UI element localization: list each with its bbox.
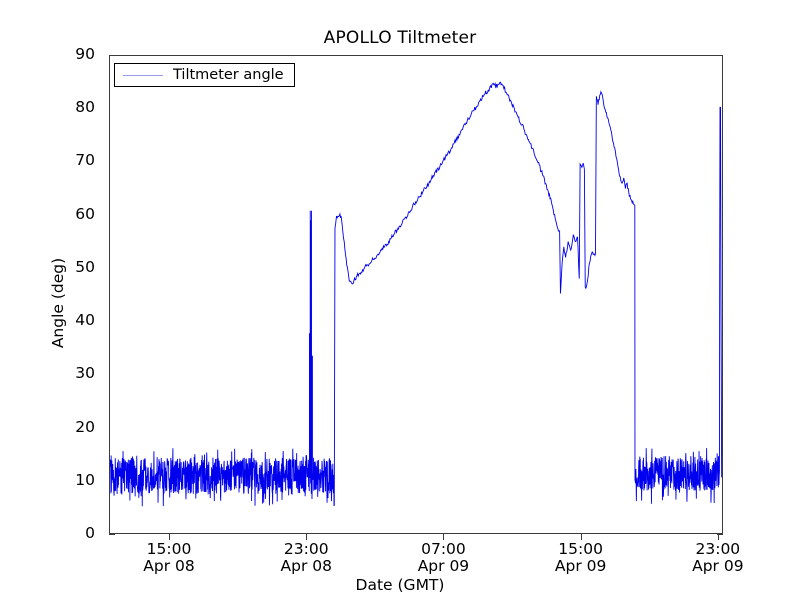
x-axis-tick-date: Apr 08 xyxy=(280,557,332,575)
x-axis-tick-label: 15:00 Apr 08 xyxy=(99,541,239,575)
y-axis-tick-label: 0 xyxy=(85,524,95,542)
y-axis-tick-label: 30 xyxy=(75,364,95,383)
x-axis-tick-label: 15:00 Apr 09 xyxy=(511,541,651,575)
x-axis-tick-date: Apr 09 xyxy=(417,557,470,575)
x-axis-tick-label: 23:00 Apr 08 xyxy=(236,541,376,575)
x-axis-tick-mark xyxy=(443,534,445,540)
x-axis-tick-date: Apr 08 xyxy=(143,557,195,575)
x-axis-tick-time: 15:00 xyxy=(558,540,603,558)
x-axis-tick-time: 07:00 xyxy=(421,540,466,558)
x-axis-tick-label: 07:00 Apr 09 xyxy=(373,541,513,575)
tiltmeter-angle-trace xyxy=(110,56,722,533)
x-axis-tick-mark xyxy=(169,534,171,540)
chart-legend: Tiltmeter angle xyxy=(114,63,295,87)
y-axis-tick-label: 70 xyxy=(75,151,95,170)
x-axis-tick-date: Apr 09 xyxy=(692,557,744,575)
x-axis-label: Date (GMT) xyxy=(355,576,445,594)
x-axis-tick-mark xyxy=(717,534,719,540)
y-axis-tick-label: 20 xyxy=(75,417,95,436)
x-axis-tick-mark xyxy=(306,534,308,540)
page-title: APOLLO Tiltmeter xyxy=(323,28,477,48)
plot-surface xyxy=(110,56,722,533)
x-axis-tick-date: Apr 09 xyxy=(554,557,607,575)
y-axis-tick-label: 80 xyxy=(75,98,95,117)
x-axis-tick-time: 23:00 xyxy=(695,540,741,558)
y-axis-tick-label: 90 xyxy=(75,45,95,63)
y-axis-tick-label: 40 xyxy=(75,311,95,330)
y-axis-label: Angle (deg) xyxy=(49,257,67,349)
y-axis-tick-label: 50 xyxy=(75,257,95,276)
y-axis-tick-mark xyxy=(109,534,115,535)
plot-axes-frame xyxy=(109,55,723,534)
y-axis-tick-mark xyxy=(717,534,723,535)
y-axis-tick-label: 10 xyxy=(75,470,95,489)
x-axis-tick-label: 23:00 Apr 09 xyxy=(648,541,788,575)
y-axis-tick-label: 60 xyxy=(75,204,95,223)
x-axis-tick-mark xyxy=(580,534,582,540)
legend-line-swatch xyxy=(123,74,163,76)
x-axis-tick-time: 15:00 xyxy=(146,540,192,558)
legend-item-label: Tiltmeter angle xyxy=(173,67,284,83)
x-axis-tick-time: 23:00 xyxy=(283,540,329,558)
